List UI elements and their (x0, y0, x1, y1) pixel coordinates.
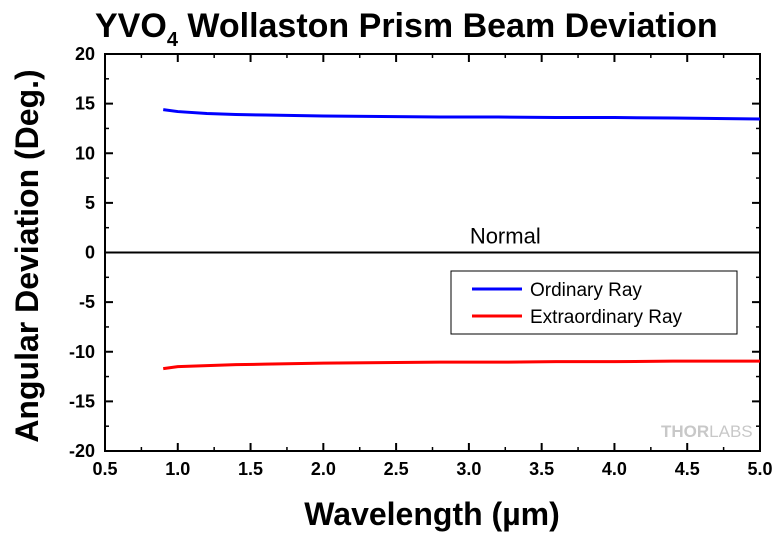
y-tick-label: -15 (69, 391, 95, 411)
y-tick-label: -20 (69, 441, 95, 461)
y-tick-label: 20 (75, 44, 95, 64)
x-tick-label: 2.0 (311, 459, 336, 479)
watermark-part-b: LABS (709, 422, 752, 441)
series-line-ordinary (163, 108, 761, 121)
thorlabs-watermark: THORLABS (661, 422, 753, 441)
chart-title: YVO4 Wollaston Prism Beam Deviation (95, 7, 718, 51)
legend-label-extraordinary: Extraordinary Ray (530, 307, 683, 328)
x-tick-label: 4.5 (675, 459, 700, 479)
series-group (163, 108, 761, 371)
x-tick-label: 3.0 (456, 459, 481, 479)
legend-label-ordinary: Ordinary Ray (530, 280, 642, 301)
legend: Ordinary Ray Extraordinary Ray (450, 270, 738, 335)
y-tick-label: 5 (85, 193, 95, 213)
chart-title-subscript: 4 (167, 29, 179, 51)
x-tick-label: 4.0 (602, 459, 627, 479)
x-axis-title: Wavelength (µm) (304, 496, 559, 532)
y-tick-label: 0 (85, 243, 95, 263)
axis-tick-labels: 0.5 1.0 1.5 2.0 2.5 3.0 3.5 4.0 4.5 5.0 20 15 10 5 0 -5… (69, 44, 773, 479)
y-tick-label: 10 (75, 143, 95, 163)
normal-label: Normal (470, 224, 541, 249)
normal-label-background (453, 221, 558, 250)
chart-title-rest: Wollaston Prism Beam Deviation (178, 7, 718, 45)
chart-title-main: YVO (95, 7, 167, 45)
y-tick-label: -5 (79, 292, 95, 312)
x-tick-label: 5.0 (747, 459, 772, 479)
series-line-extraordinary (163, 359, 760, 371)
x-tick-label: 1.5 (238, 459, 263, 479)
y-tick-label: -10 (69, 342, 95, 362)
watermark-part-a: THOR (661, 422, 709, 441)
axis-ticks (104, 53, 761, 452)
y-axis-title: Angular Deviation (Deg.) (9, 69, 45, 442)
y-tick-label: 15 (75, 94, 95, 114)
legend-box (450, 270, 738, 335)
x-tick-label: 1.0 (165, 459, 190, 479)
x-tick-label: 0.5 (92, 459, 117, 479)
x-tick-label: 3.5 (529, 459, 554, 479)
x-tick-label: 2.5 (384, 459, 409, 479)
